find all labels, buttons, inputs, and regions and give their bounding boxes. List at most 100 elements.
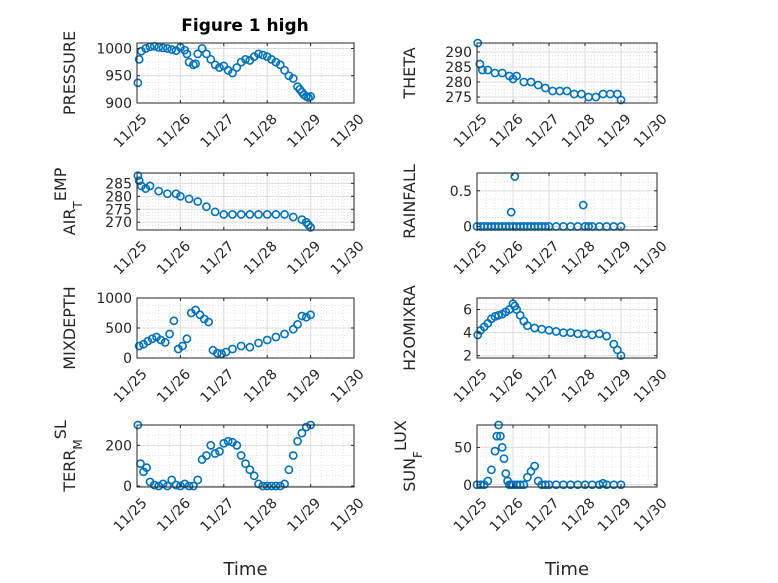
data-point — [591, 92, 601, 102]
data-point — [202, 451, 211, 460]
y-tick-label: 50 — [454, 440, 472, 456]
x-tick-label: 11/25 — [111, 238, 151, 278]
data-point — [215, 63, 224, 72]
data-point — [167, 45, 177, 54]
x-tick-label: 11/25 — [111, 366, 151, 406]
data-point — [297, 311, 307, 321]
y-tick-label: 500 — [105, 321, 132, 337]
x-tick-label: 11/26 — [487, 366, 527, 406]
data-point — [219, 61, 229, 71]
data-point — [245, 465, 255, 475]
y-tick-label: 280 — [445, 75, 472, 91]
data-point — [193, 49, 203, 59]
data-point — [154, 42, 164, 52]
data-point — [133, 78, 143, 88]
x-tick-label: 11/28 — [559, 495, 599, 535]
data-point — [162, 189, 172, 199]
y-tick-label: 900 — [105, 96, 132, 112]
x-tick-label: 11/29 — [284, 238, 324, 278]
data-point — [180, 479, 190, 489]
data-point — [219, 438, 229, 448]
axes-box — [476, 172, 658, 231]
x-tick-label: 11/26 — [154, 111, 194, 151]
y-tick-label: 950 — [105, 69, 132, 85]
data-point — [578, 200, 588, 210]
x-tick-label: 11/26 — [154, 366, 194, 406]
data-point — [141, 44, 151, 53]
y-tick-label: 285 — [105, 176, 132, 192]
data-point — [490, 446, 500, 456]
data-point — [215, 447, 224, 456]
data-point — [134, 54, 144, 64]
x-tick-label: 11/30 — [328, 495, 368, 535]
data-point — [241, 459, 250, 469]
y-axis-label: TERRMSL — [51, 420, 86, 493]
x-tick-label: 11/30 — [328, 111, 368, 151]
y-axis-label: H2OMIXRA — [400, 285, 419, 371]
data-point — [249, 52, 259, 62]
data-point — [254, 49, 263, 59]
data-point — [254, 479, 263, 489]
data-point — [616, 480, 626, 490]
data-point — [160, 337, 170, 347]
x-tick-label: 11/27 — [523, 111, 563, 151]
data-point — [577, 89, 586, 99]
data-point — [254, 338, 263, 348]
data-point — [249, 471, 259, 481]
data-point — [228, 68, 237, 78]
data-point — [280, 65, 289, 75]
data-point — [162, 481, 172, 491]
x-axis-label: Time — [222, 559, 267, 580]
y-tick-label: 2 — [463, 349, 472, 365]
y-tick-label: 0 — [123, 351, 132, 367]
data-point — [147, 334, 157, 344]
x-tick-label: 11/26 — [487, 111, 527, 151]
x-tick-label: 11/28 — [241, 366, 281, 406]
x-tick-label: 11/29 — [284, 111, 324, 151]
data-point — [497, 68, 507, 78]
data-point — [149, 480, 159, 490]
data-point — [223, 65, 233, 75]
data-point — [189, 481, 198, 491]
axes-box — [476, 424, 658, 488]
x-tick-label: 11/27 — [523, 366, 563, 406]
y-tick-label: 0.5 — [450, 184, 472, 200]
data-point — [193, 475, 203, 485]
data-point — [178, 341, 187, 351]
x-tick-label: 11/25 — [451, 495, 491, 535]
data-point — [562, 86, 572, 96]
data-point — [271, 332, 281, 342]
data-point — [210, 449, 220, 458]
data-point — [616, 351, 626, 361]
data-point — [301, 312, 311, 322]
data-point — [280, 329, 289, 339]
data-point — [499, 454, 509, 464]
data-point — [280, 210, 289, 219]
data-point — [142, 463, 151, 473]
y-tick-label: 285 — [445, 60, 472, 76]
x-tick-label: 11/25 — [451, 111, 491, 151]
data-point — [236, 57, 246, 67]
data-point — [232, 440, 242, 450]
data-point — [258, 481, 268, 491]
y-tick-label: 6 — [463, 303, 472, 319]
data-point — [262, 52, 272, 62]
x-tick-label: 11/28 — [559, 111, 599, 151]
x-tick-label: 11/28 — [241, 495, 281, 535]
data-point — [288, 451, 298, 460]
data-point — [236, 341, 246, 351]
data-point — [262, 481, 272, 491]
data-point — [236, 451, 246, 460]
y-tick-label: 0 — [463, 478, 472, 494]
data-point — [182, 49, 192, 59]
data-point — [175, 481, 185, 491]
data-point — [136, 181, 146, 191]
data-point — [486, 465, 496, 475]
data-point — [288, 74, 298, 83]
x-tick-label: 11/28 — [241, 238, 281, 278]
data-point — [171, 480, 181, 490]
